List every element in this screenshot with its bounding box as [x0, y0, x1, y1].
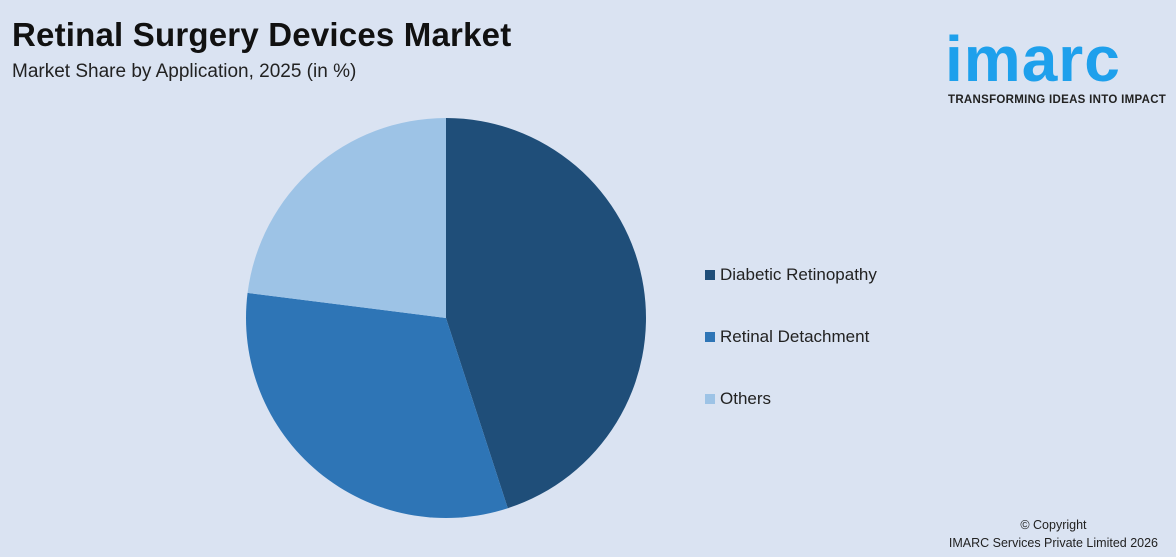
legend-label: Diabetic Retinopathy: [720, 265, 877, 284]
chart-title: Retinal Surgery Devices Market: [12, 16, 512, 53]
copyright: © Copyright IMARC Services Private Limit…: [949, 516, 1158, 552]
logo-tagline: TRANSFORMING IDEAS INTO IMPACT: [948, 94, 1167, 106]
legend: Diabetic Retinopathy Retinal Detachment …: [705, 263, 877, 449]
legend-label: Others: [720, 389, 772, 408]
pie-chart: [246, 118, 646, 518]
copyright-line2: IMARC Services Private Limited 2026: [948, 536, 1158, 550]
legend-swatch: [705, 394, 715, 404]
pie-slice-retinal-detachment: [246, 292, 508, 518]
legend-item-retinal-detachment: Retinal Detachment: [705, 325, 877, 349]
legend-swatch: [705, 270, 715, 280]
pie-slice-others: [247, 118, 446, 318]
imarc-logo: imarc TRANSFORMING IDEAS INTO IMPACT: [945, 12, 1170, 112]
logo-wordmark: imarc: [945, 23, 1121, 95]
legend-item-others: Others: [705, 387, 877, 411]
pie-slice-diabetic-retinopathy: [446, 118, 646, 509]
legend-swatch: [705, 332, 715, 342]
copyright-line1: © Copyright: [1020, 518, 1087, 532]
legend-item-diabetic-retinopathy: Diabetic Retinopathy: [705, 263, 877, 287]
legend-label: Retinal Detachment: [720, 327, 870, 346]
chart-subtitle: Market Share by Application, 2025 (in %): [12, 61, 357, 82]
